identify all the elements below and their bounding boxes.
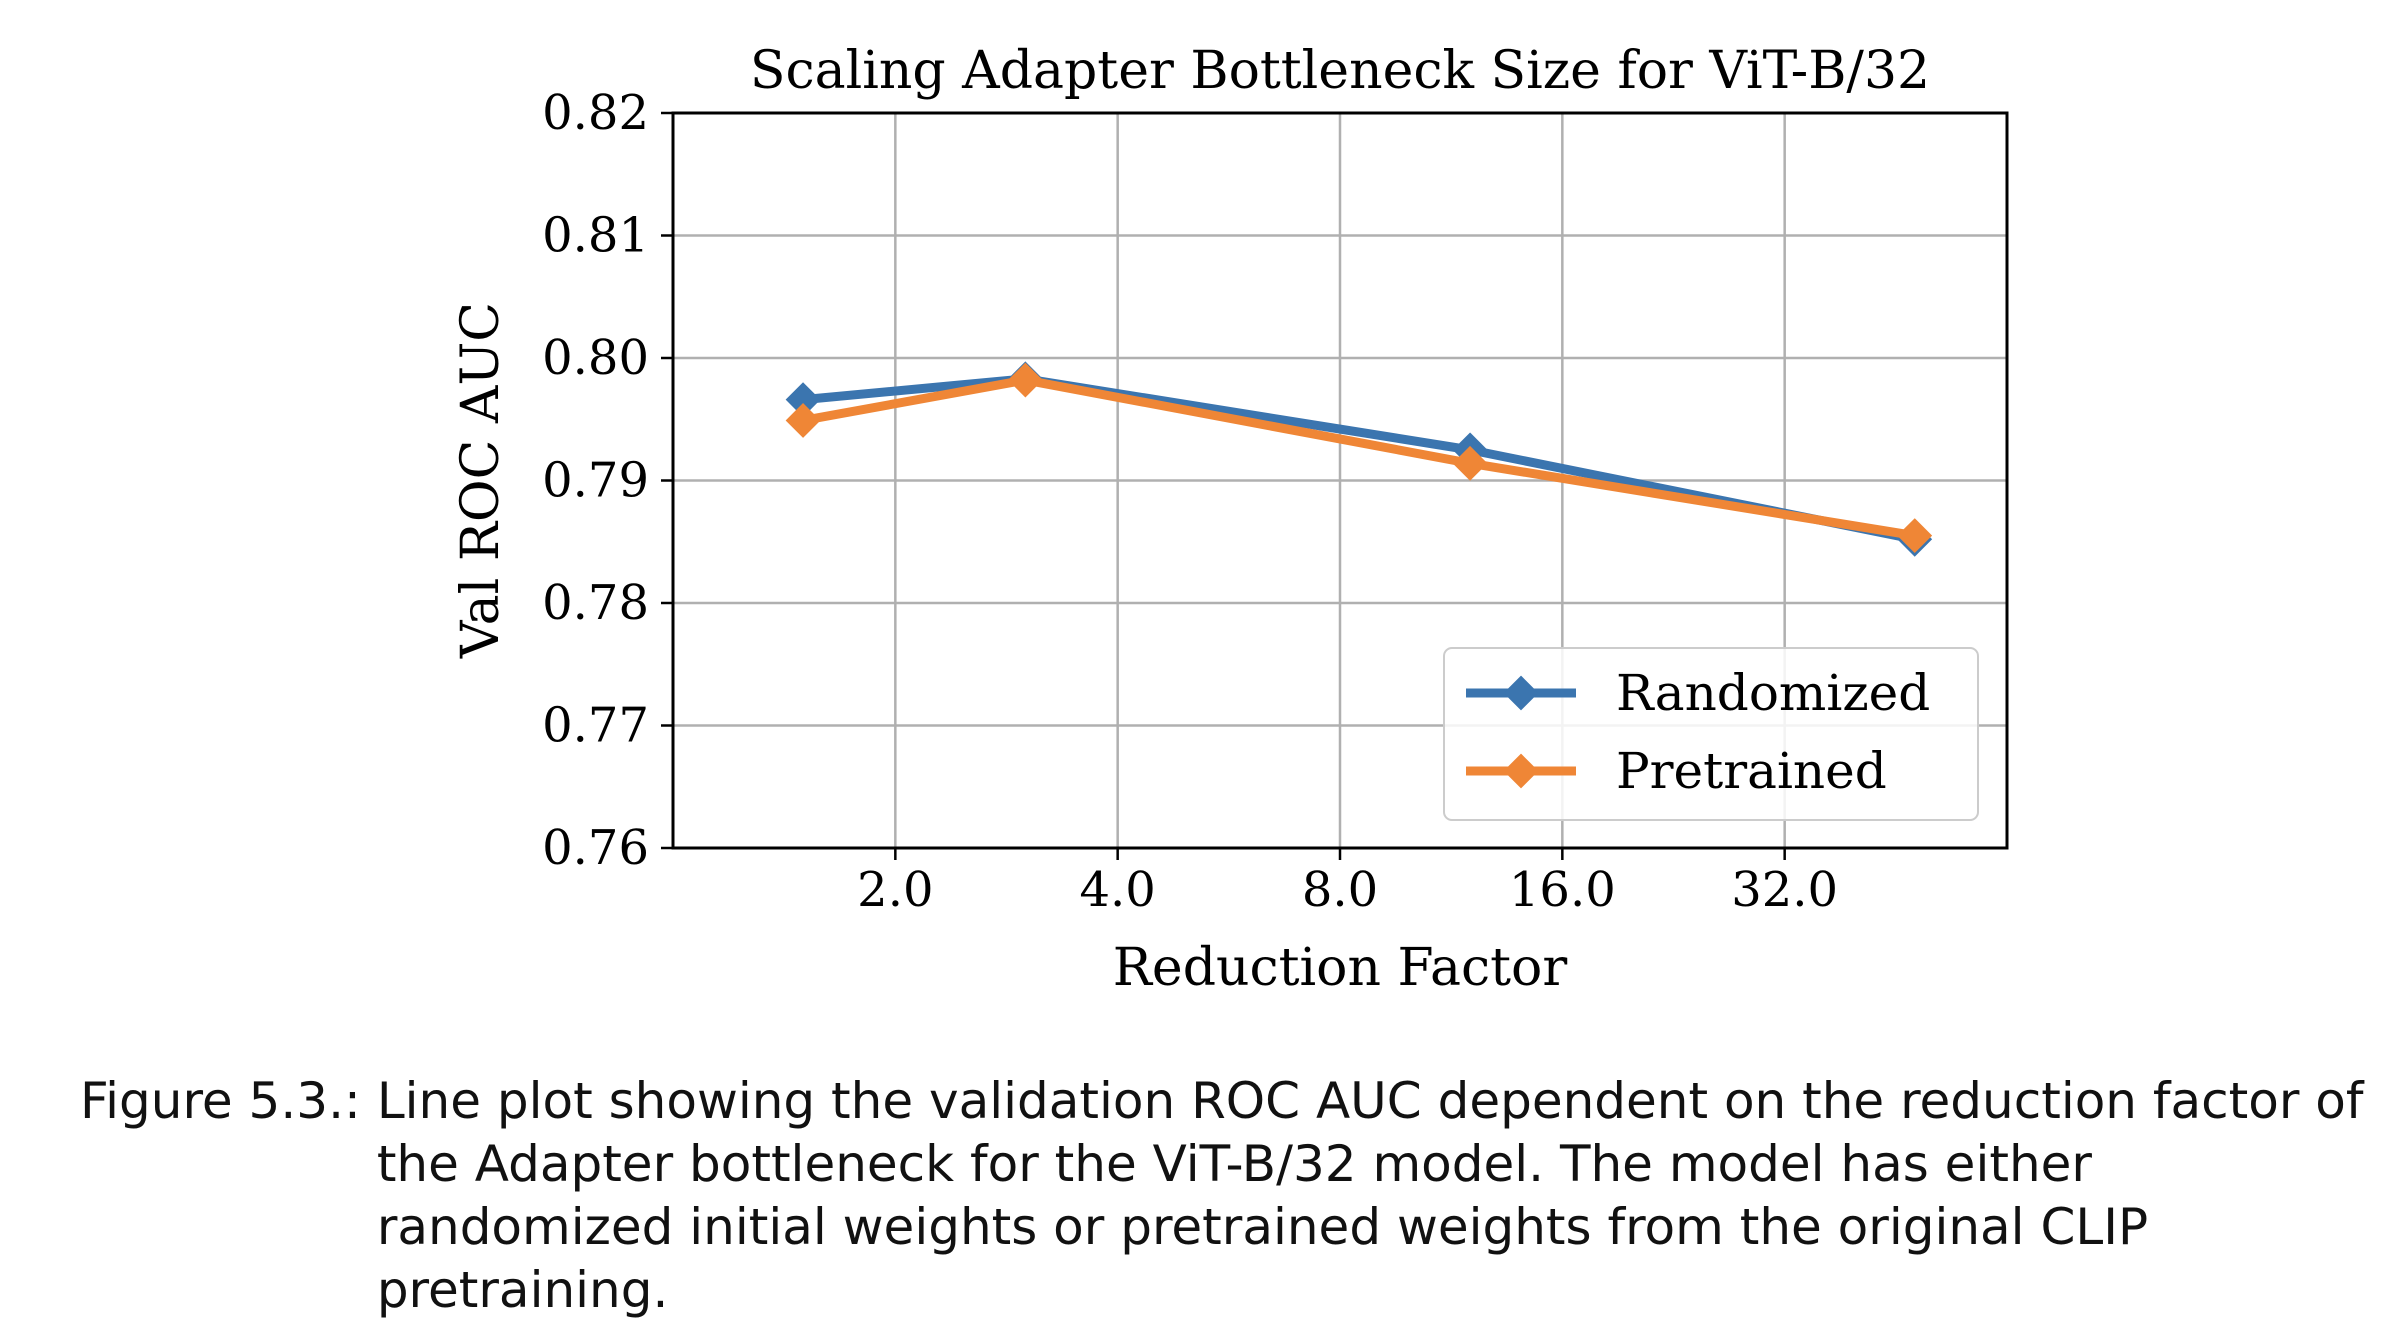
x-axis-label: Reduction Factor (1113, 938, 1568, 998)
x-tick-label: 32.0 (1731, 862, 1838, 918)
data-point-pretrained (1897, 518, 1933, 554)
y-tick-label: 0.76 (542, 820, 649, 876)
data-point-pretrained (1007, 362, 1043, 398)
data-point-pretrained (1452, 445, 1488, 481)
x-tick-label: 2.0 (857, 862, 933, 918)
y-tick-label: 0.79 (542, 453, 649, 509)
y-axis-label: Val ROC AUC (451, 302, 511, 659)
legend-marker-randomized (1503, 675, 1539, 711)
x-tick-label: 16.0 (1509, 862, 1616, 918)
y-tick-label: 0.82 (542, 85, 649, 141)
x-tick-label: 4.0 (1079, 862, 1155, 918)
x-tick-label: 8.0 (1302, 862, 1378, 918)
axis-ticks: 2.0 4.0 8.0 16.0 32.0 0.76 0.77 0.78 0.79 0.80 0.8… (542, 85, 1838, 918)
series-line-pretrained (798, 375, 1920, 541)
legend-marker-pretrained (1503, 753, 1539, 789)
legend-label-pretrained: Pretrained (1616, 742, 1887, 800)
caption-text: Line plot showing the validation ROC AUC… (376, 1072, 2364, 1319)
caption-label: Figure 5.3.: (80, 1072, 361, 1130)
legend-label-randomized: Randomized (1616, 664, 1930, 722)
series-lines (785, 361, 1933, 557)
legend-box (1443, 647, 1979, 821)
y-tick-label: 0.81 (542, 208, 649, 264)
y-tick-label: 0.77 (542, 698, 649, 754)
y-tick-label: 0.78 (542, 575, 649, 631)
chart-title: Scaling Adapter Bottleneck Size for ViT-… (750, 41, 1930, 101)
series-line-randomized (798, 374, 1920, 544)
figure-caption: Figure 5.3.: Line plot showing the valid… (80, 1070, 2380, 1322)
y-tick-label: 0.80 (542, 330, 649, 386)
data-point-pretrained (785, 403, 821, 438)
legend: Randomized Pretrained (1443, 647, 1979, 821)
